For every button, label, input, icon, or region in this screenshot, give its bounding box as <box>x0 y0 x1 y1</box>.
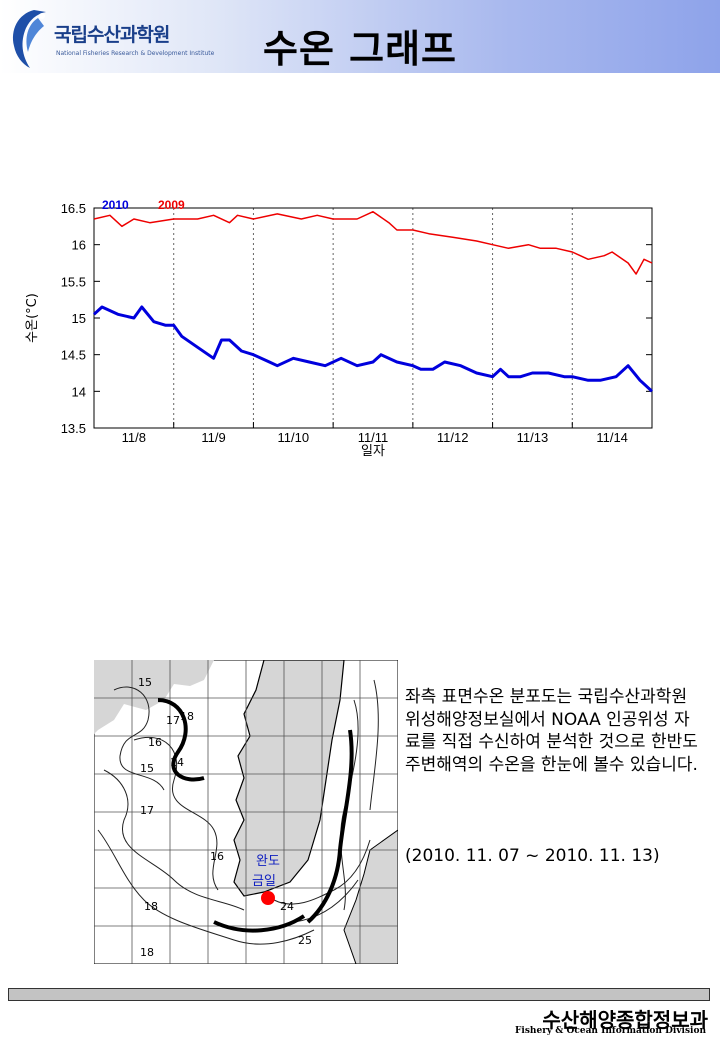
y-tick-label: 16 <box>72 238 86 253</box>
isotherm-label: 25 <box>298 934 312 947</box>
x-tick-label: 11/13 <box>517 430 549 445</box>
isotherm-label: 18 <box>180 710 194 723</box>
page-title: 수온 그래프 <box>262 27 458 71</box>
isotherm-label: 14 <box>170 756 184 769</box>
y-tick-label: 13.5 <box>61 421 86 436</box>
series-line-2010 <box>92 305 654 393</box>
isotherm-label: 16 <box>148 736 162 749</box>
isotherm-label: 17 <box>140 804 154 817</box>
land-china <box>94 660 214 734</box>
map-label-wando: 완도 <box>256 854 280 869</box>
wando-marker <box>261 891 275 905</box>
observation-period: (2010. 11. 07 ~ 2010. 11. 13) <box>405 846 660 866</box>
series-line-2009 <box>93 210 653 275</box>
plot-frame <box>93 207 653 429</box>
x-tick-label: 11/11 <box>358 430 389 445</box>
logo-subtitle: National Fisheries Research & Developmen… <box>56 50 215 57</box>
x-tick-label: 11/14 <box>596 430 628 445</box>
map-label-gumil: 금일 <box>252 874 276 889</box>
isotherm-label: 24 <box>280 900 294 913</box>
division-name-kr: 수산해양종합정보과 <box>542 1008 708 1032</box>
isotherm-label: 15 <box>140 762 154 775</box>
isotherm-label: 15 <box>138 676 152 689</box>
isotherm-label: 18 <box>144 900 158 913</box>
x-tick-label: 11/10 <box>277 430 309 445</box>
y-tick-label: 16.5 <box>61 201 86 216</box>
header-banner: 국립수산과학원 National Fisheries Research & De… <box>0 0 720 73</box>
logo-name: 국립수산과학원 <box>54 24 170 46</box>
x-axis-label: 일자 <box>361 444 385 459</box>
y-tick-label: 15.5 <box>61 274 86 289</box>
y-tick-label: 14.5 <box>61 348 86 363</box>
sst-distribution-map: 완도 금일 15 17 18 16 15 14 17 16 18 18 24 2… <box>93 659 399 965</box>
isotherm-label: 17 <box>166 714 180 727</box>
institute-logo: 국립수산과학원 National Fisheries Research & De… <box>4 4 214 70</box>
x-tick-label: 11/8 <box>122 430 146 445</box>
y-axis-label: 수온(°C) <box>25 293 40 343</box>
x-tick-label: 11/12 <box>437 430 469 445</box>
legend-2009: 2009 <box>158 198 185 212</box>
map-description: 좌측 표면수온 분포도는 국립수산과학원 위성해양정보실에서 NOAA 인공위성… <box>405 687 698 775</box>
y-tick-label: 14 <box>72 384 86 399</box>
division-name-en: Fishery & Ocean Information Division <box>515 1026 706 1036</box>
legend-2010: 2010 <box>102 198 129 212</box>
x-tick-label: 11/9 <box>201 430 225 445</box>
water-temperature-chart: 13.5 14 14.5 15 15.5 16 16.5 11/8 11/9 11/10 11/11… <box>25 198 654 459</box>
isotherm-label: 18 <box>140 946 154 959</box>
y-tick-label: 15 <box>72 311 86 326</box>
isotherm-label: 16 <box>210 850 224 863</box>
footer-divider <box>8 988 710 1001</box>
sst-map-graphic <box>93 659 399 965</box>
fish-logo-icon <box>12 10 46 68</box>
